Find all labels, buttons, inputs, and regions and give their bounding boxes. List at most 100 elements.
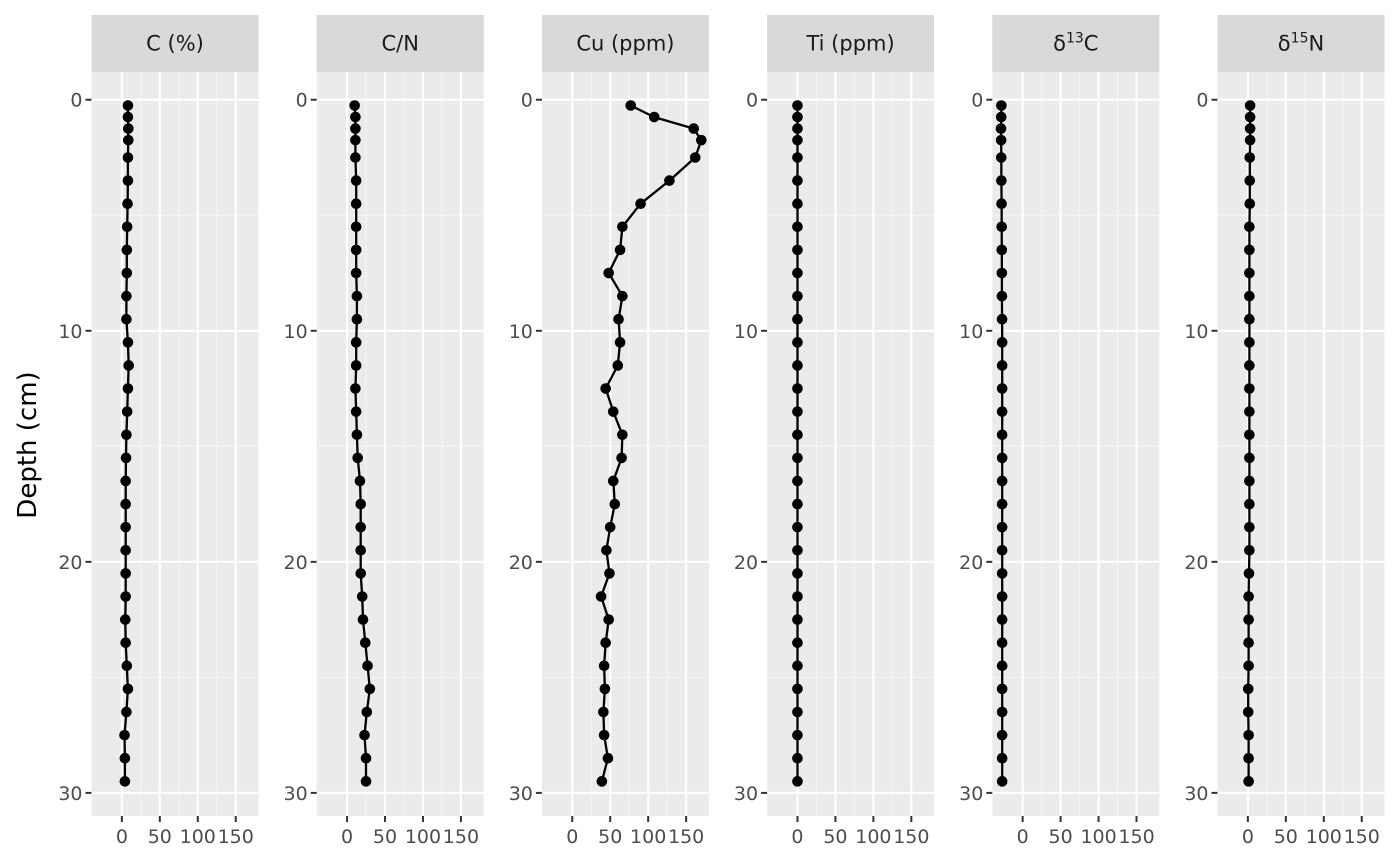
data-point: [996, 452, 1008, 464]
data-point: [612, 360, 624, 371]
x-tick-label: 0: [1017, 826, 1029, 848]
x-tick-label: 150: [893, 826, 929, 848]
data-point: [996, 383, 1008, 394]
y-tick-label: 10: [284, 321, 308, 343]
data-point: [121, 406, 133, 417]
data-point: [1243, 591, 1254, 602]
data-point: [604, 568, 615, 579]
data-point: [689, 152, 701, 163]
data-point: [362, 660, 373, 672]
data-point: [1244, 198, 1256, 210]
x-tick-label: 50: [1274, 826, 1298, 848]
data-point: [696, 134, 707, 146]
data-point: [792, 123, 803, 134]
strip-background: [316, 15, 484, 72]
data-point: [350, 123, 361, 134]
strip-background: [91, 15, 259, 72]
data-point: [792, 614, 803, 625]
data-point: [792, 100, 803, 111]
data-point: [617, 290, 628, 302]
data-point: [122, 337, 134, 348]
y-tick-label: 20: [734, 552, 758, 574]
y-tick-label: 10: [58, 321, 82, 343]
data-point: [996, 313, 1008, 325]
data-point: [996, 776, 1008, 787]
data-point: [1243, 568, 1255, 579]
data-point: [364, 683, 376, 695]
x-tick-label: 150: [443, 826, 479, 848]
data-point: [123, 123, 134, 134]
data-point: [996, 360, 1008, 371]
data-point: [996, 637, 1008, 649]
data-point: [596, 776, 608, 787]
y-tick-label: 0: [1196, 90, 1208, 112]
panel-background: [541, 72, 709, 816]
data-point: [995, 123, 1007, 134]
panel-background: [767, 72, 935, 816]
data-point: [792, 406, 803, 417]
data-point: [360, 752, 372, 764]
data-point: [603, 614, 614, 625]
y-tick-label: 20: [1184, 552, 1208, 574]
data-point: [607, 475, 619, 487]
data-point: [120, 591, 131, 602]
data-point: [1244, 521, 1255, 533]
data-point: [350, 337, 362, 348]
data-point: [122, 111, 134, 123]
data-point: [996, 683, 1008, 695]
data-point: [996, 198, 1007, 210]
data-point: [792, 175, 803, 186]
x-tick-label: 150: [218, 826, 254, 848]
y-tick-label: 20: [58, 552, 82, 574]
data-point: [616, 452, 627, 464]
data-point: [1243, 729, 1254, 741]
data-point: [1244, 383, 1255, 394]
data-point: [996, 244, 1008, 256]
data-point: [351, 290, 363, 302]
strip-background: [992, 15, 1160, 72]
x-tick-label: 150: [1118, 826, 1154, 848]
x-tick-label: 50: [373, 826, 397, 848]
x-tick-label: 50: [148, 826, 172, 848]
data-point: [601, 544, 612, 556]
data-point: [996, 406, 1008, 417]
data-point: [351, 313, 363, 325]
data-point: [599, 683, 611, 695]
data-point: [123, 360, 134, 371]
data-point: [792, 660, 803, 672]
data-point: [996, 706, 1008, 718]
data-point: [792, 752, 803, 764]
data-point: [996, 175, 1007, 186]
data-point: [996, 729, 1008, 741]
data-point: [121, 290, 132, 302]
panel-background: [992, 72, 1160, 816]
data-point: [995, 134, 1007, 146]
data-point: [595, 591, 607, 602]
facet-panel-1: C (%) 0 10 20 30 0 50 100 150: [58, 15, 259, 848]
facet-panel-4: Ti (ppm) 0 10 20 30 0 50 100 150: [734, 15, 935, 848]
data-point: [350, 360, 362, 371]
data-point: [792, 313, 803, 325]
data-point: [1243, 660, 1254, 672]
data-point: [792, 290, 803, 302]
data-point: [1244, 360, 1255, 371]
data-point: [598, 706, 609, 718]
data-point: [349, 100, 360, 111]
data-point: [119, 729, 130, 741]
data-point: [122, 100, 134, 111]
y-tick-label: 30: [959, 783, 983, 805]
data-point: [792, 591, 803, 602]
panel-background: [1217, 72, 1385, 816]
data-point: [602, 752, 614, 764]
data-point: [119, 776, 131, 787]
data-point: [996, 290, 1008, 302]
data-point: [1244, 111, 1256, 123]
data-point: [122, 152, 134, 163]
data-point: [122, 175, 134, 186]
y-tick-label: 10: [1184, 321, 1208, 343]
data-point: [350, 244, 362, 256]
data-point: [351, 429, 363, 441]
data-point: [996, 475, 1008, 487]
